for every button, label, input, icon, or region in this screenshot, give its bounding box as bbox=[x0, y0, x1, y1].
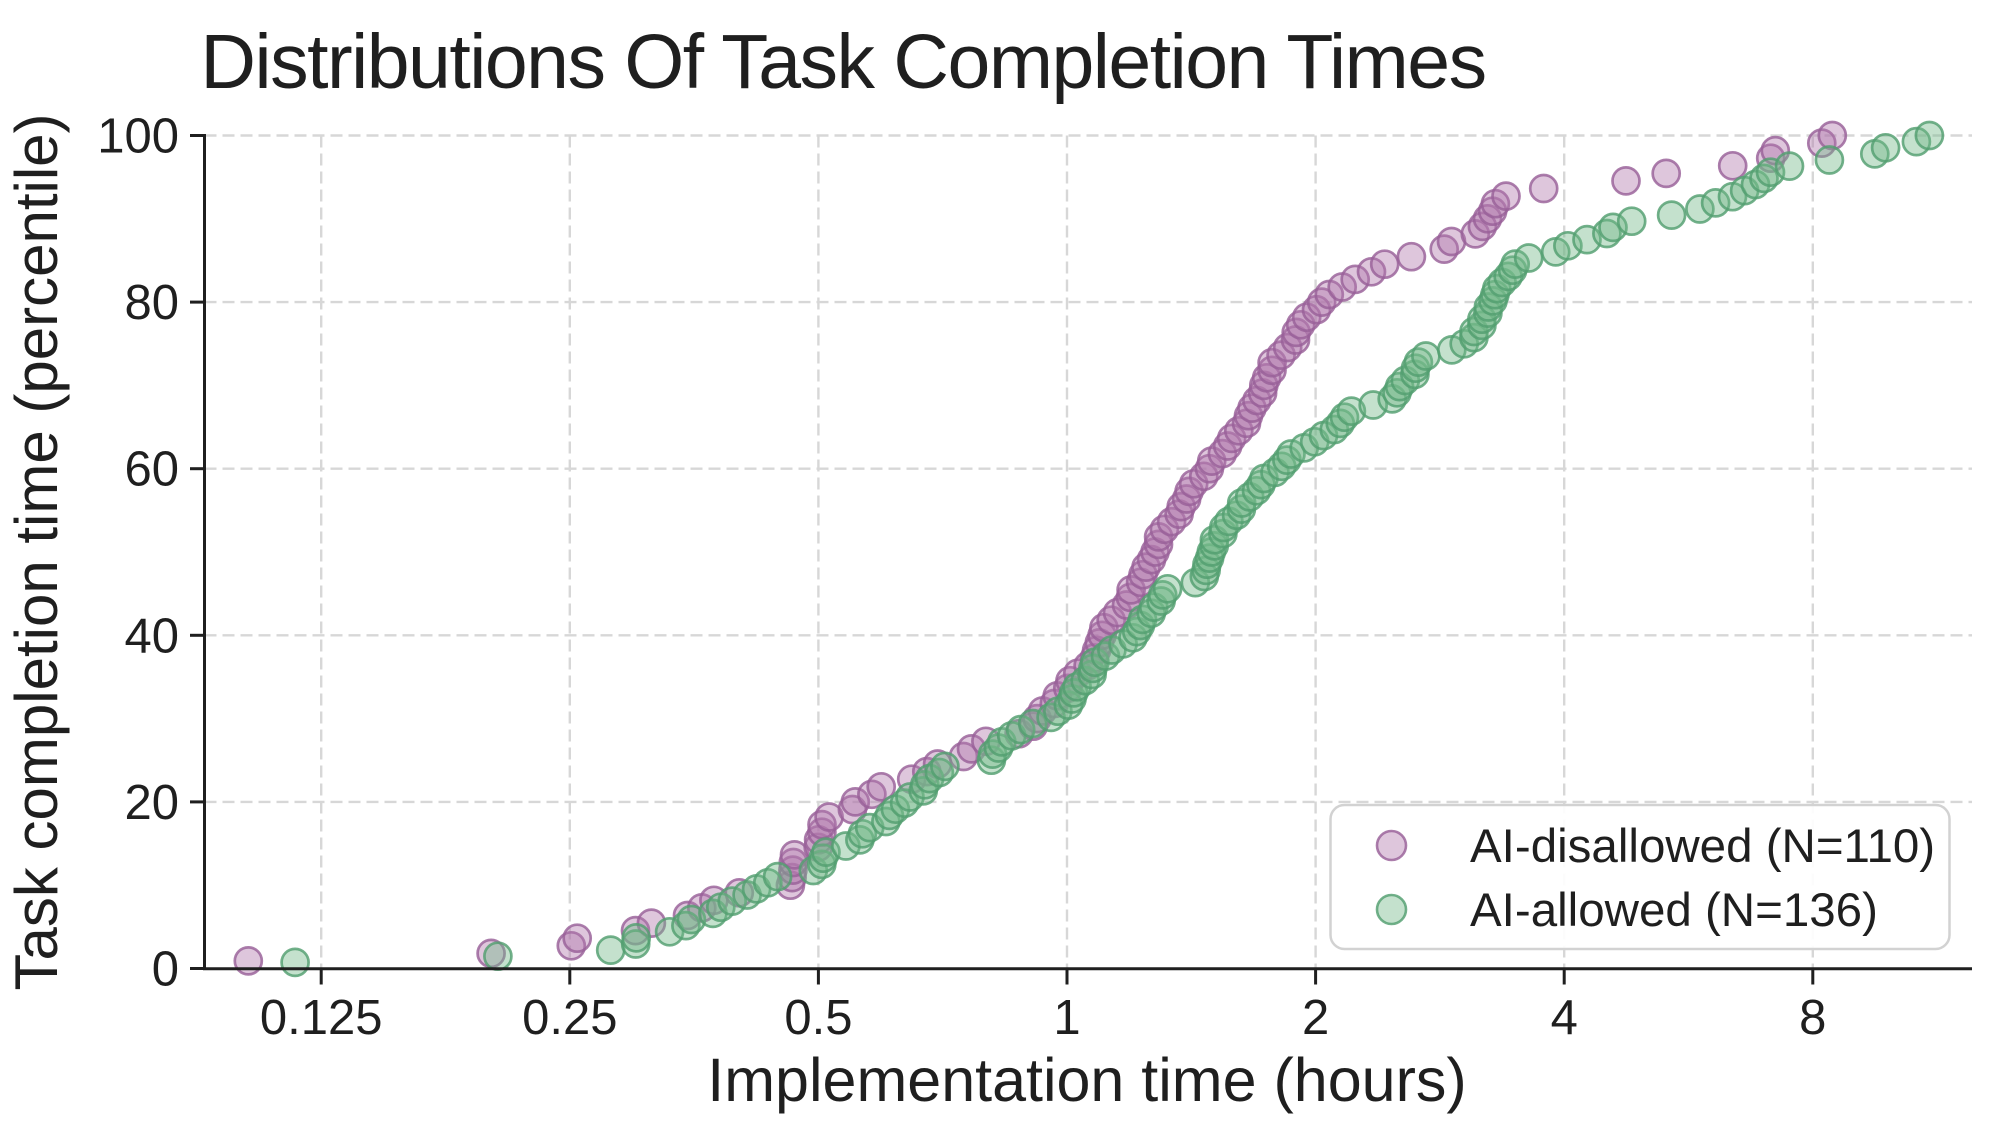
svg-text:AI-allowed (N=136): AI-allowed (N=136) bbox=[1470, 884, 1878, 937]
svg-text:60: 60 bbox=[124, 443, 179, 497]
svg-text:4: 4 bbox=[1551, 991, 1578, 1045]
svg-text:20: 20 bbox=[124, 776, 179, 830]
svg-text:8: 8 bbox=[1799, 991, 1826, 1045]
svg-text:Task completion time (percenti: Task completion time (percentile) bbox=[3, 113, 70, 990]
svg-text:2: 2 bbox=[1302, 991, 1329, 1045]
svg-text:40: 40 bbox=[124, 609, 179, 663]
svg-text:100: 100 bbox=[97, 110, 179, 164]
svg-text:0.5: 0.5 bbox=[784, 991, 852, 1045]
svg-text:0.25: 0.25 bbox=[522, 991, 617, 1045]
svg-text:AI-disallowed (N=110): AI-disallowed (N=110) bbox=[1470, 820, 1935, 873]
svg-text:1: 1 bbox=[1053, 991, 1080, 1045]
svg-text:0: 0 bbox=[152, 943, 179, 997]
svg-text:Implementation time (hours): Implementation time (hours) bbox=[707, 1046, 1466, 1114]
svg-text:80: 80 bbox=[124, 276, 179, 330]
svg-text:Distributions Of Task Completi: Distributions Of Task Completion Times bbox=[200, 19, 1485, 105]
svg-text:0.125: 0.125 bbox=[260, 991, 383, 1045]
